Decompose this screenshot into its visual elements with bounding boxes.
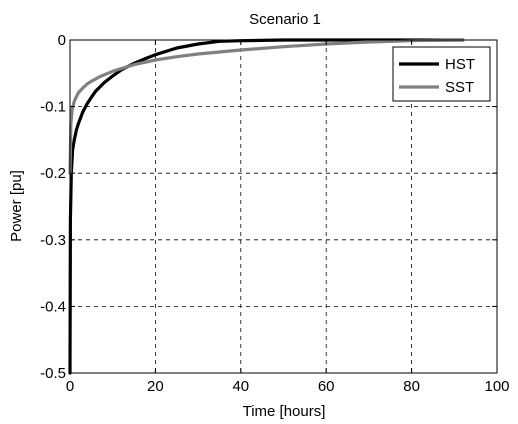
y-tick-label: -0.3 <box>40 232 66 249</box>
axes-box <box>69 39 498 374</box>
chart-title: Scenario 1 <box>249 11 321 28</box>
series-line-sst <box>68 38 465 175</box>
x-axis-label: Time [hours] <box>243 403 326 420</box>
x-tick-label: 40 <box>232 378 249 395</box>
legend-label-sst: SST <box>445 79 474 96</box>
x-tick-label: 0 <box>66 378 74 395</box>
y-axis-label: Power [pu] <box>8 170 25 242</box>
y-tick-label: -0.2 <box>40 165 66 182</box>
x-tick-label: 100 <box>484 378 509 395</box>
y-tick-label: -0.5 <box>40 365 66 382</box>
y-tick-label: -0.4 <box>40 298 66 315</box>
x-tick-label: 20 <box>147 378 164 395</box>
y-tick-label: 0 <box>58 32 66 49</box>
x-tick-label: 60 <box>318 378 335 395</box>
x-tick-label: 80 <box>403 378 420 395</box>
legend-box <box>392 46 491 102</box>
legend: HST SST <box>392 46 491 102</box>
y-tick-label: -0.1 <box>40 99 66 116</box>
legend-label-hst: HST <box>445 56 475 73</box>
